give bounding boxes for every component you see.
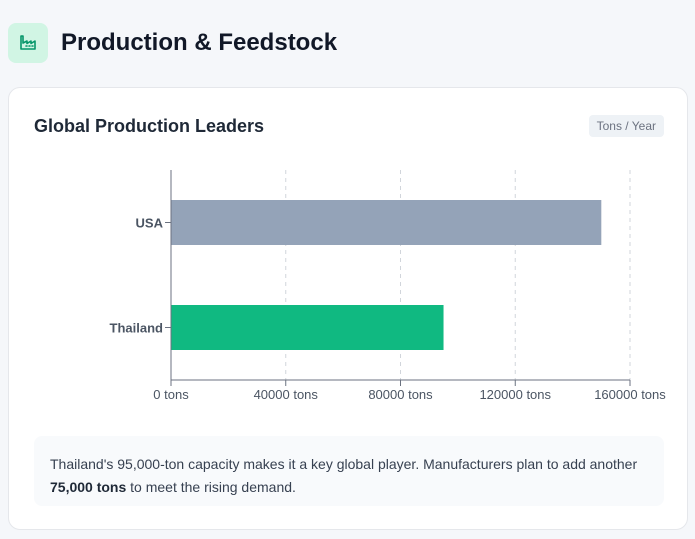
x-tick-label: 120000 tons — [479, 387, 551, 402]
unit-badge: Tons / Year — [588, 115, 664, 137]
bar-usa — [171, 200, 602, 245]
x-tick-label: 80000 tons — [368, 387, 433, 402]
note-text: Thailand's 95,000-ton capacity makes it … — [50, 456, 638, 472]
card-title: Global Production Leaders — [34, 116, 265, 136]
y-tick-label: Thailand — [110, 321, 164, 336]
note-text-end: to meet the rising demand. — [126, 479, 296, 495]
x-tick-label: 160000 tons — [594, 387, 666, 402]
factory-icon — [8, 23, 48, 63]
x-tick-label: 0 tons — [153, 387, 189, 402]
section-header: Production & Feedstock — [8, 22, 337, 64]
production-card: Global Production Leaders Tons / Year US… — [8, 87, 688, 530]
page-title: Production & Feedstock — [61, 29, 338, 56]
production-bar-chart: USA Thailand 0 tons 40000 tons 80000 tons 120… — [110, 170, 666, 402]
x-tick-label: 40000 tons — [254, 387, 319, 402]
note-highlight: 75,000 tons — [50, 479, 127, 495]
bar-thailand — [171, 305, 444, 350]
y-tick-label: USA — [136, 216, 164, 231]
info-note: Thailand's 95,000-ton capacity makes it … — [34, 436, 664, 506]
